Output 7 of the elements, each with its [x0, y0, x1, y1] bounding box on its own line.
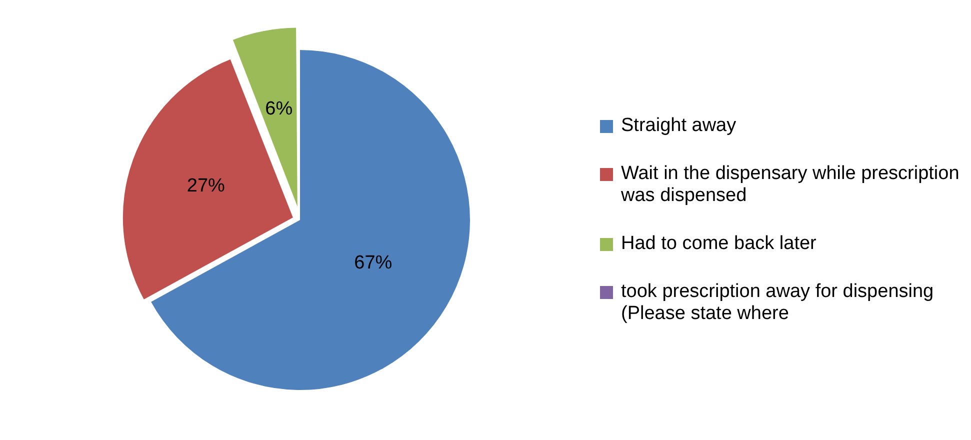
legend-label: Had to come back later [621, 233, 816, 255]
legend-label: took prescription away for dispensing (Please state where [621, 281, 935, 325]
legend-label: Straight away [621, 115, 736, 137]
data-label: 27% [186, 175, 226, 196]
legend-label: Wait in the dispensary while prescription was dispensed [621, 163, 960, 207]
data-label: 6% [265, 98, 293, 120]
data-label: 67% [354, 252, 392, 274]
